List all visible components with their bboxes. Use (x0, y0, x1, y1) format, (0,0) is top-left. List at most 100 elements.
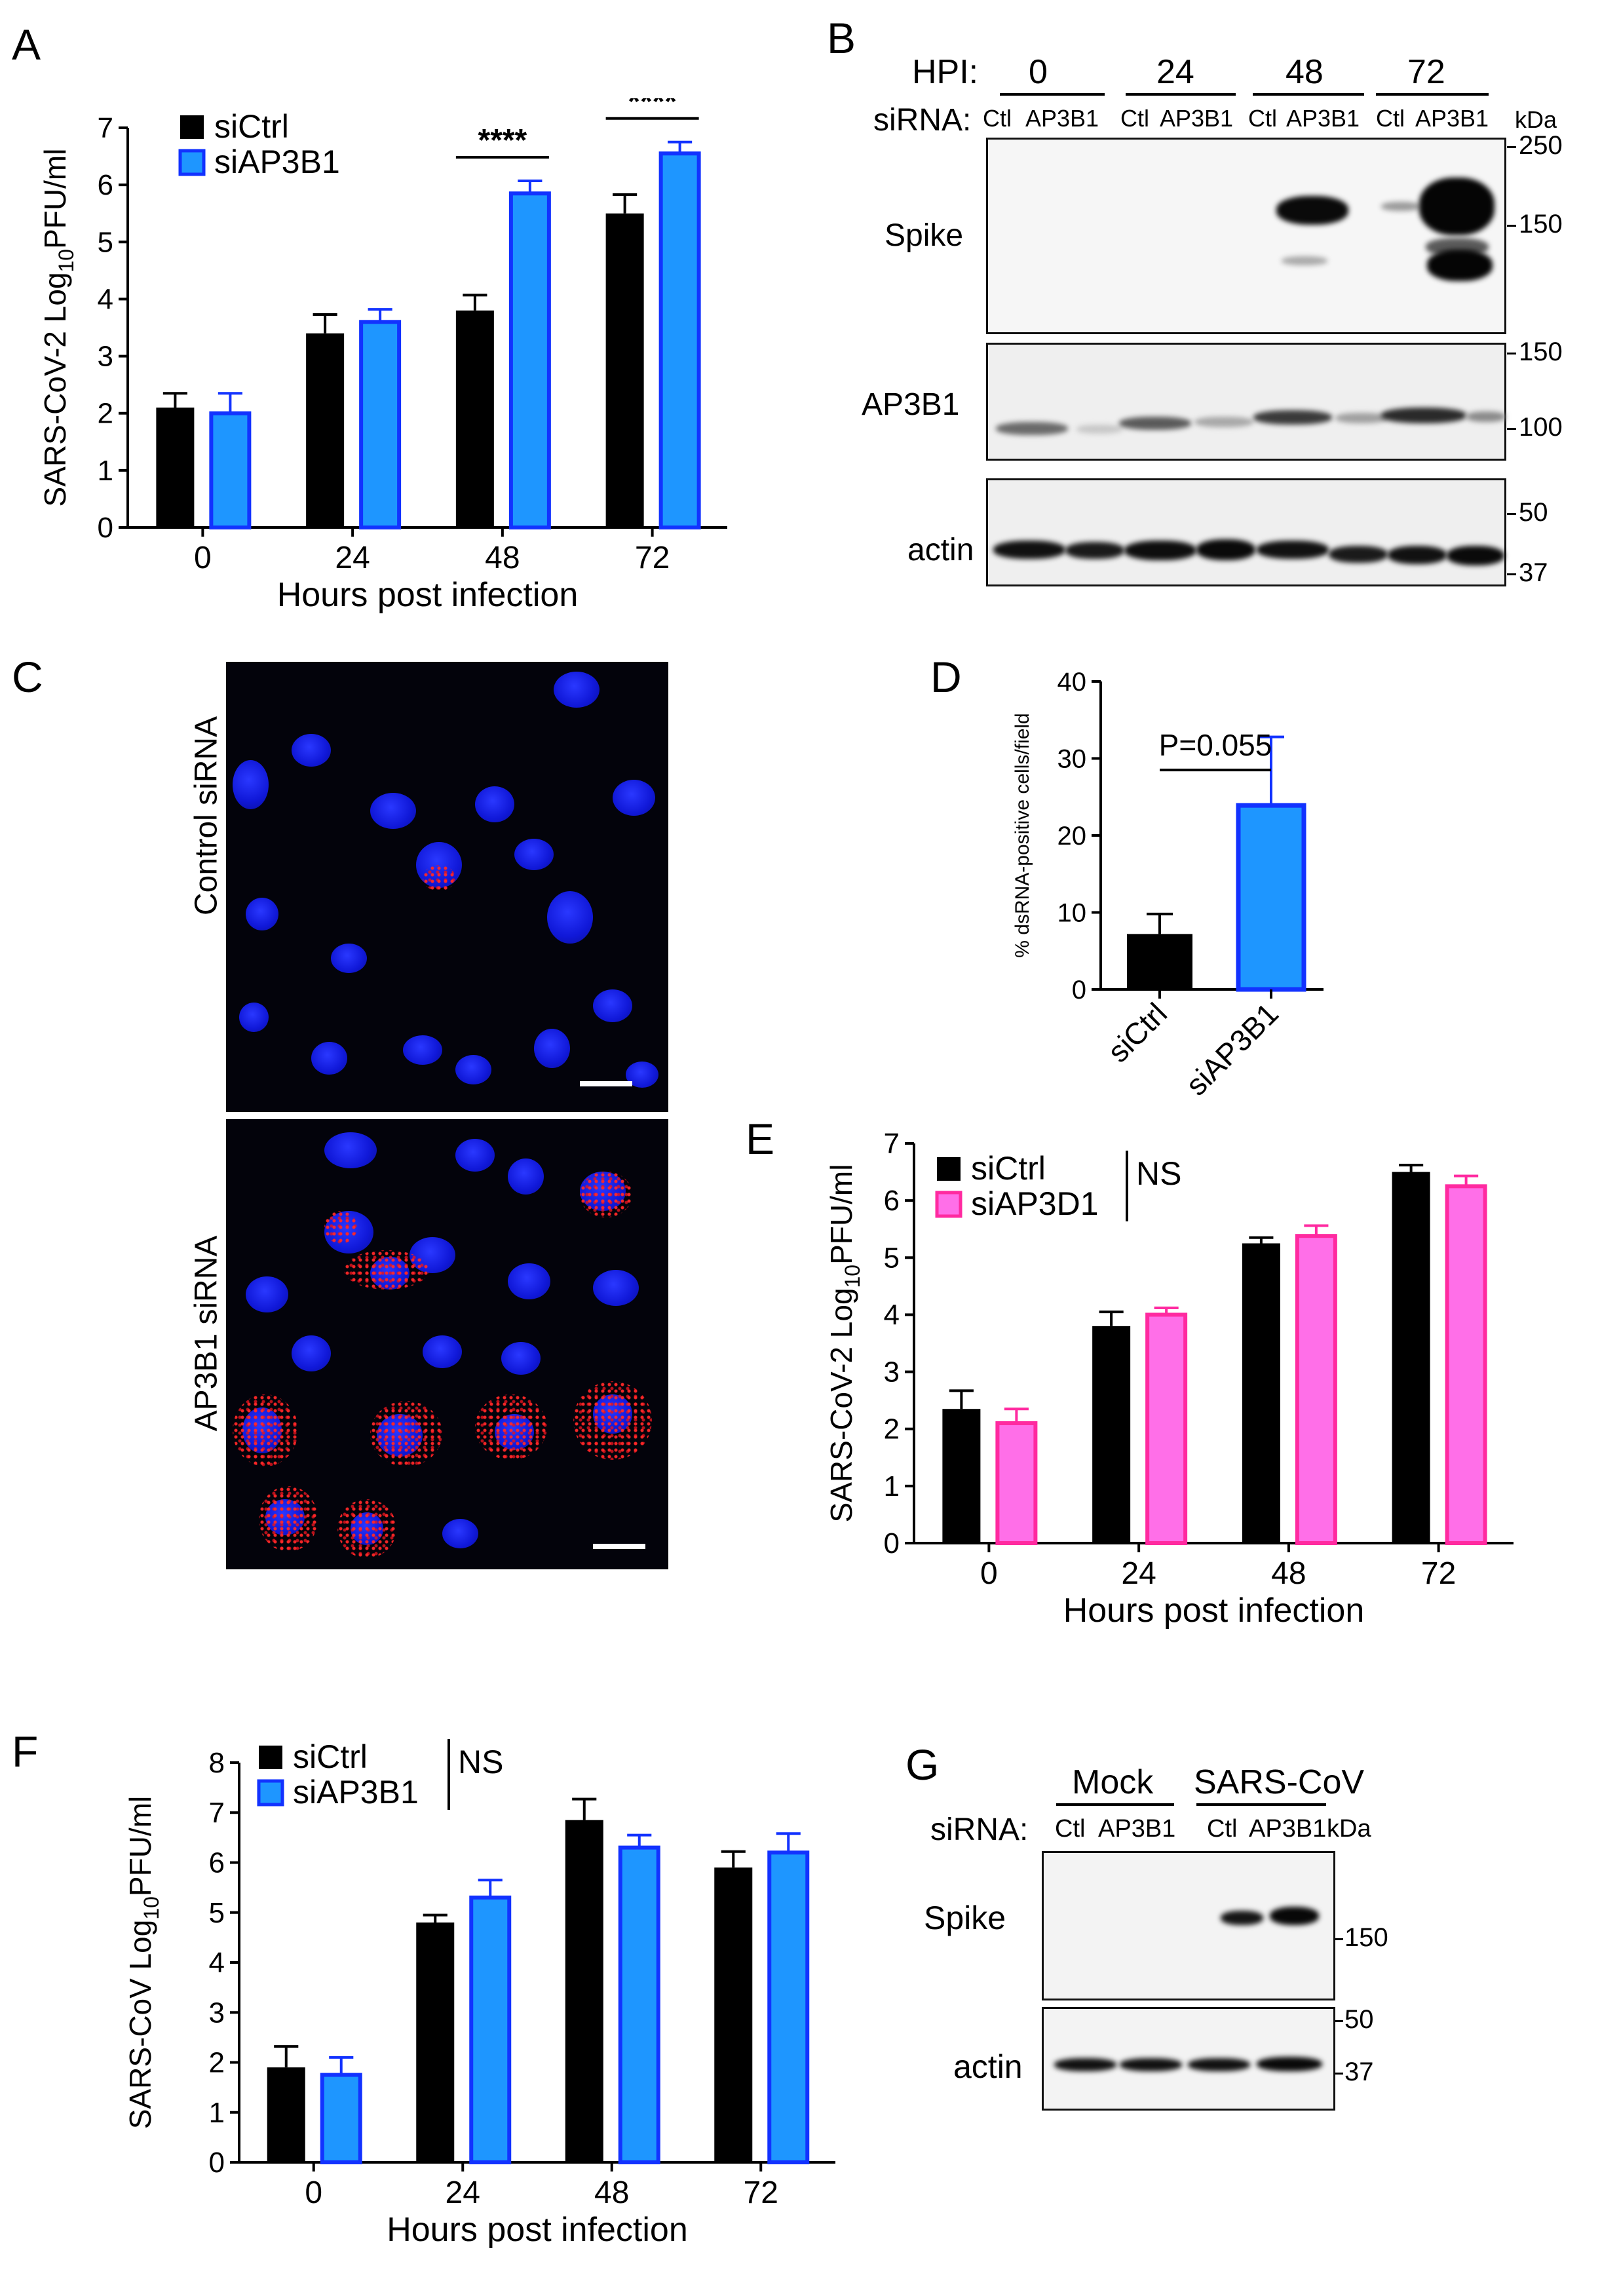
blot-b-marker: 50 (1519, 498, 1548, 527)
blot-b-sirna-label: siRNA: (873, 103, 972, 138)
y-tick-label: 7 (209, 1797, 225, 1829)
nucleus (292, 734, 331, 767)
nucleus (442, 1519, 478, 1548)
blot-g-group-mock: Mock (1072, 1763, 1154, 1801)
blot-b-marker: 250 (1519, 131, 1563, 160)
blot-g-tick (1335, 1938, 1343, 1940)
legend-label: siCtrl (293, 1738, 368, 1775)
blot-g-tick (1335, 2073, 1343, 2075)
blot-b-ap3b1-membrane (986, 343, 1506, 461)
blot-b-tick (1507, 146, 1516, 148)
y-tick-label: 2 (98, 398, 113, 430)
bar-sictrl (1127, 934, 1192, 989)
y-tick-label: 5 (98, 226, 113, 258)
legend-label: siAP3B1 (214, 144, 340, 180)
y-tick-label: 6 (884, 1185, 900, 1217)
blot-g-tick (1335, 2020, 1343, 2022)
x-tick-label: 0 (194, 541, 212, 575)
nucleus (403, 1035, 442, 1065)
blot-b-tick (1507, 353, 1516, 354)
dsrna-signal (344, 1250, 429, 1290)
blot-b-spike-membrane (986, 138, 1506, 334)
x-tick-label: 48 (485, 541, 520, 575)
blot-b-marker: 150 (1519, 210, 1563, 239)
y-axis-label-part: PFU/ml (39, 149, 72, 249)
y-axis-label: SARS-CoV-2 Log10PFU/ml (39, 149, 78, 507)
panel-letter-f: F (12, 1727, 39, 1776)
blot-g-lane-label: Ctl (1055, 1815, 1086, 1843)
x-tick-label: 24 (335, 541, 370, 575)
blot-band (1257, 541, 1329, 559)
blot-band (1270, 1907, 1319, 1925)
y-tick-label: 5 (884, 1242, 900, 1274)
x-tick-label: 0 (305, 2175, 322, 2210)
blot-g-marker: 50 (1344, 2005, 1374, 2034)
blot-b-hpi-48: 48 (1286, 53, 1324, 91)
nucleus (547, 891, 593, 944)
x-tick-label: 48 (594, 2175, 629, 2210)
x-tick-label: siAP3B1 (1179, 996, 1286, 1102)
legend-swatch (178, 149, 206, 176)
bar-siap3d1 (1445, 1184, 1487, 1546)
nucleus (508, 1263, 550, 1299)
scale-bar (580, 1081, 632, 1086)
nucleus (233, 760, 269, 809)
y-tick-label: 7 (884, 1128, 900, 1160)
nucleus (324, 1132, 377, 1168)
legend-swatch (937, 1157, 961, 1181)
blot-band (1388, 546, 1447, 564)
blot-b-tick (1507, 573, 1516, 575)
dsrna-signal (580, 1172, 632, 1217)
blot-band (1124, 541, 1196, 560)
nucleus (593, 1270, 639, 1306)
nucleus (534, 1029, 570, 1068)
blot-g-kda: kDa (1327, 1815, 1371, 1843)
y-axis-label: % dsRNA-positive cells/field (1012, 713, 1033, 957)
y-tick-label: 0 (98, 512, 113, 544)
blot-b-actin-membrane (986, 478, 1506, 586)
bar-sictrl (306, 333, 345, 527)
panel-letter-b: B (827, 14, 856, 62)
y-tick-label: 3 (209, 1997, 225, 2029)
blot-band (996, 422, 1068, 435)
y-axis-label-part: SARS-CoV-2 Log (39, 272, 72, 507)
nucleus (246, 898, 278, 930)
y-tick-label: 40 (1057, 668, 1087, 697)
nucleus (246, 1276, 288, 1312)
blot-b-tick (1507, 513, 1516, 515)
nucleus (331, 944, 367, 973)
blot-b-hpi-label: HPI: (912, 53, 979, 91)
bar-sictrl (1392, 1172, 1430, 1543)
blot-b-lane-label: AP3B1 (1286, 105, 1360, 132)
legend-swatch (180, 115, 204, 139)
nucleus (508, 1158, 544, 1195)
blot-g-group-sarscov: SARS-CoV (1194, 1763, 1365, 1801)
blot-b-group-line (1126, 93, 1236, 96)
panel-letter-a: A (12, 20, 41, 69)
blot-b-lane-label: AP3B1 (1160, 105, 1234, 132)
panel-letter-d: D (930, 653, 962, 701)
x-axis-label: Hours post infection (1063, 1592, 1365, 1630)
blot-band (1054, 2058, 1116, 2071)
bar-sictrl (714, 1867, 753, 2162)
bar-siap3d1 (995, 1421, 1038, 1545)
blot-band (1381, 202, 1420, 211)
blot-band (1257, 2057, 1322, 2071)
bar-sictrl (416, 1923, 455, 2162)
blot-g-marker: 150 (1344, 1923, 1388, 1952)
blot-band (1188, 2058, 1250, 2071)
y-axis-label-part: 10 (54, 249, 78, 273)
y-tick-label: 4 (209, 1947, 225, 1979)
bar-siap3b1 (1236, 803, 1306, 992)
y-tick-label: 10 (1057, 899, 1087, 928)
bar-sictrl (942, 1409, 981, 1543)
blot-b-lane-label: Ctl (983, 105, 1012, 132)
significance-label: **** (478, 123, 527, 158)
blot-band (993, 541, 1065, 559)
nucleus (514, 839, 554, 870)
y-axis-label-part: SARS-CoV-2 Log (824, 1288, 858, 1522)
y-tick-label: 6 (209, 1847, 225, 1879)
x-tick-label: 72 (744, 2175, 778, 2210)
bar-siap3b1 (469, 1895, 512, 2164)
